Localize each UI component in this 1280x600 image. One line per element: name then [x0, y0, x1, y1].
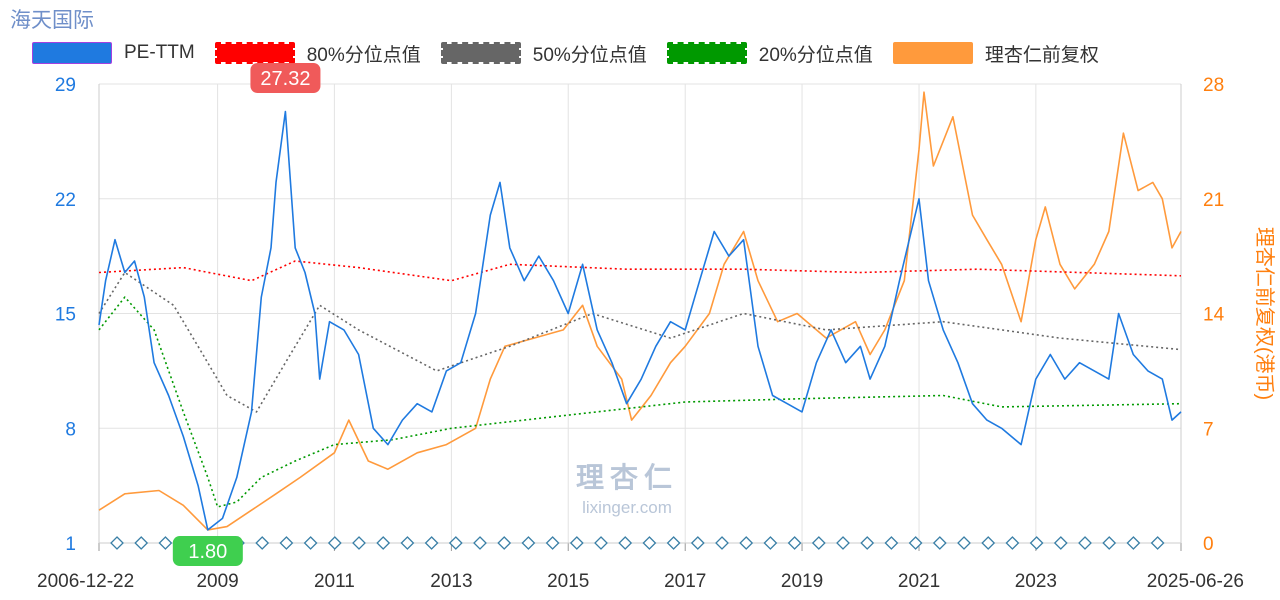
- legend-label-p50: 50%分位点值: [532, 44, 647, 66]
- event-marker: [618, 536, 633, 550]
- event-marker: [134, 536, 149, 550]
- legend-item-p50[interactable]: 50%分位点值: [440, 40, 647, 67]
- x-tick-label: 2019: [781, 571, 823, 592]
- legend-label-pe: PE-TTM: [124, 42, 195, 63]
- legend-label-price: 理杏仁前复权: [984, 44, 1099, 66]
- event-marker: [1126, 536, 1141, 550]
- x-tick-label: 2015: [547, 571, 589, 592]
- event-marker: [860, 536, 875, 550]
- y-left-tick-label: 29: [55, 75, 76, 96]
- legend-swatch-price: [892, 42, 973, 64]
- event-marker: [908, 536, 923, 550]
- watermark-url: lixinger.com: [582, 498, 672, 517]
- series-line-pe: [98, 110, 1182, 531]
- event-marker: [836, 536, 850, 550]
- event-marker: [1053, 536, 1068, 550]
- x-tick-label: 2013: [430, 571, 472, 592]
- event-marker: [1005, 536, 1020, 550]
- annotation-min: 1.80: [172, 536, 243, 566]
- watermark: 理杏仁 lixinger.com: [576, 456, 678, 518]
- event-marker: [497, 536, 512, 550]
- x-tick-label: 2021: [898, 571, 940, 592]
- event-marker: [981, 536, 996, 550]
- legend-label-p20: 20%分位点值: [758, 44, 873, 66]
- x-tick-label: 2023: [1015, 571, 1057, 592]
- event-marker: [739, 536, 754, 550]
- event-marker: [1029, 536, 1044, 550]
- event-marker: [473, 536, 487, 550]
- series-line-p80: [98, 260, 1182, 282]
- event-marker: [158, 536, 173, 550]
- event-marker: [424, 536, 439, 550]
- annotation-max: 27.32: [250, 63, 321, 93]
- event-marker: [448, 536, 463, 550]
- y-left-tick-label: 15: [55, 305, 76, 326]
- event-marker: [279, 536, 294, 550]
- x-tick-label: 2011: [314, 571, 355, 592]
- event-marker: [303, 536, 318, 550]
- y-right-tick-label: 14: [1203, 305, 1225, 326]
- event-marker: [594, 536, 608, 550]
- event-marker: [715, 536, 729, 550]
- series-line-price: [98, 91, 1182, 531]
- y-right-tick-label: 28: [1203, 75, 1224, 96]
- event-markers: [110, 536, 1165, 550]
- y-left-tick-label: 8: [65, 419, 76, 440]
- x-tick-label: 2025-06-26: [1147, 571, 1244, 592]
- event-marker: [376, 536, 391, 550]
- y-right-tick-label: 21: [1203, 190, 1224, 211]
- legend: PE-TTM 80%分位点值 50%分位点值 20%分位点值 理杏仁前复权: [32, 38, 1119, 68]
- annotation-min-label: 1.80: [188, 541, 227, 563]
- legend-item-pe[interactable]: PE-TTM: [32, 42, 195, 64]
- event-marker: [1150, 536, 1165, 550]
- legend-item-price[interactable]: 理杏仁前复权: [892, 40, 1099, 67]
- event-marker: [569, 536, 584, 550]
- legend-item-p80[interactable]: 80%分位点值: [214, 40, 421, 67]
- y-right-tick-label: 7: [1203, 419, 1214, 440]
- y-left-tick-label: 22: [55, 190, 76, 211]
- event-marker: [957, 536, 971, 550]
- event-marker: [110, 536, 124, 550]
- x-tick-label: 2006-12-22: [37, 571, 134, 592]
- event-marker: [690, 536, 705, 550]
- event-marker: [255, 536, 270, 550]
- event-marker: [642, 536, 657, 550]
- legend-swatch-p50: [440, 42, 521, 64]
- x-tick-label: 2017: [664, 571, 706, 592]
- watermark-logo-text: 理杏仁: [576, 461, 679, 494]
- event-marker: [763, 536, 778, 550]
- event-marker: [327, 536, 342, 550]
- y-left-tick-label: 1: [65, 534, 76, 555]
- event-marker: [1078, 536, 1092, 550]
- event-marker: [545, 536, 560, 550]
- legend-item-p20[interactable]: 20%分位点值: [666, 40, 873, 67]
- event-marker: [1102, 536, 1117, 550]
- event-marker: [521, 536, 536, 550]
- y-right-tick-label: 0: [1203, 534, 1214, 555]
- annotation-max-box: [250, 63, 321, 93]
- event-marker: [884, 536, 899, 550]
- event-marker: [400, 536, 415, 550]
- legend-label-p80: 80%分位点值: [306, 44, 421, 66]
- event-marker: [787, 536, 802, 550]
- event-marker: [666, 536, 681, 550]
- annotation-min-box: [172, 536, 243, 566]
- legend-swatch-p20: [666, 42, 747, 64]
- legend-swatch-pe: [32, 42, 112, 64]
- legend-swatch-p80: [214, 42, 295, 64]
- event-marker: [352, 536, 366, 550]
- y-right-axis-title: 理杏仁前复权(港币): [1253, 227, 1276, 400]
- annotation-max-label: 27.32: [260, 68, 310, 90]
- event-marker: [811, 536, 826, 550]
- chart-title: 海天国际: [10, 9, 94, 32]
- event-marker: [932, 536, 947, 550]
- x-tick-label: 2009: [196, 571, 238, 592]
